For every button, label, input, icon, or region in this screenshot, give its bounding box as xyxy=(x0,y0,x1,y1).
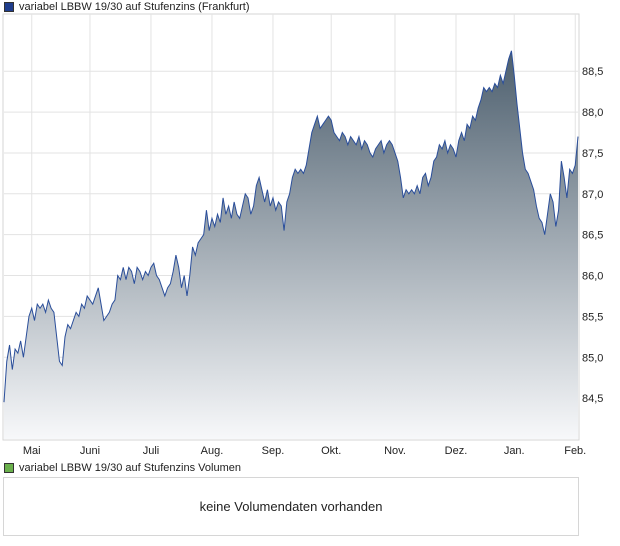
y-tick-label: 85,0 xyxy=(582,352,603,364)
y-tick-label: 86,5 xyxy=(582,230,603,242)
price-chart: 84,5 85,0 85,5 86,0 86,5 87,0 87,5 88,0 88,5 Mai… xyxy=(2,13,603,457)
price-area xyxy=(4,50,578,439)
y-tick-label: 84,5 xyxy=(582,393,603,405)
price-line xyxy=(3,50,579,403)
price-legend-swatch xyxy=(4,2,14,12)
x-tick-label: Aug. xyxy=(201,445,224,457)
y-tick-label: 86,0 xyxy=(582,271,603,283)
volume-panel: keine Volumendaten vorhanden xyxy=(3,477,579,536)
price-legend: variabel LBBW 19/30 auf Stufenzins (Fran… xyxy=(4,0,250,14)
x-tick-label: Sep. xyxy=(262,445,285,457)
x-tick-label: Nov. xyxy=(384,445,406,457)
volume-legend-label: variabel LBBW 19/30 auf Stufenzins Volum… xyxy=(19,462,241,474)
x-tick-label: Mai xyxy=(23,445,41,457)
volume-legend-swatch xyxy=(4,463,14,473)
y-tick-label: 87,5 xyxy=(582,148,603,160)
y-tick-label: 87,0 xyxy=(582,189,603,201)
x-tick-label: Okt. xyxy=(321,445,341,457)
x-tick-label: Feb. xyxy=(564,445,586,457)
volume-legend: variabel LBBW 19/30 auf Stufenzins Volum… xyxy=(4,461,241,475)
y-tick-label: 85,5 xyxy=(582,311,603,323)
x-tick-label: Juli xyxy=(143,445,160,457)
y-tick-label: 88,5 xyxy=(582,66,603,78)
x-tick-label: Jan. xyxy=(504,445,525,457)
price-legend-label: variabel LBBW 19/30 auf Stufenzins (Fran… xyxy=(19,1,250,13)
no-volume-message: keine Volumendaten vorhanden xyxy=(199,499,383,514)
x-tick-label: Juni xyxy=(80,445,100,457)
x-tick-label: Dez. xyxy=(445,445,468,457)
y-tick-label: 88,0 xyxy=(582,107,603,119)
